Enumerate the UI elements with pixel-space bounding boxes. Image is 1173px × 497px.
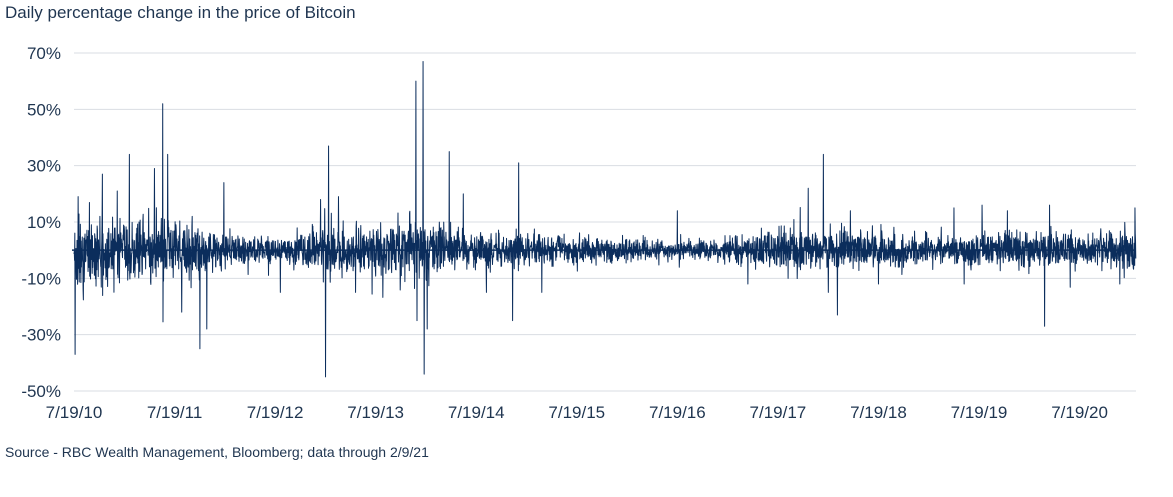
y-tick-label: 50% bbox=[27, 100, 61, 119]
x-tick-label: 7/19/16 bbox=[649, 403, 706, 422]
chart-title: Daily percentage change in the price of … bbox=[5, 3, 356, 22]
y-tick-label: 10% bbox=[27, 213, 61, 232]
x-tick-label: 7/19/14 bbox=[448, 403, 505, 422]
y-tick-label: 30% bbox=[27, 157, 61, 176]
x-tick-label: 7/19/13 bbox=[347, 403, 404, 422]
x-tick-label: 7/19/11 bbox=[147, 403, 202, 422]
x-tick-label: 7/19/18 bbox=[850, 403, 907, 422]
series-line bbox=[73, 60, 1137, 378]
y-axis-tick-labels: 70% 50% 30% 10% -10% -30% -50% bbox=[21, 44, 61, 401]
x-tick-label: 7/19/17 bbox=[750, 403, 807, 422]
y-tick-label: 70% bbox=[27, 44, 61, 63]
x-axis-tick-labels: 7/19/10 7/19/11 7/19/12 7/19/13 7/19/14 7/19/… bbox=[46, 403, 1108, 422]
x-tick-label: 7/19/10 bbox=[46, 403, 103, 422]
gridlines bbox=[74, 52, 1136, 392]
y-tick-label: -50% bbox=[21, 382, 61, 401]
x-tick-label: 7/19/19 bbox=[951, 403, 1008, 422]
x-tick-label: 7/19/12 bbox=[247, 403, 304, 422]
x-tick-label: 7/19/15 bbox=[548, 403, 605, 422]
y-tick-label: -10% bbox=[21, 269, 61, 288]
y-tick-label: -30% bbox=[21, 326, 61, 345]
chart-source: Source - RBC Wealth Management, Bloomber… bbox=[5, 444, 429, 460]
x-tick-label: 7/19/20 bbox=[1051, 403, 1108, 422]
chart-plot: 70%50%30%10%-10%-30%-50% 7/19/10 7/19/11 7… bbox=[21, 44, 1137, 422]
